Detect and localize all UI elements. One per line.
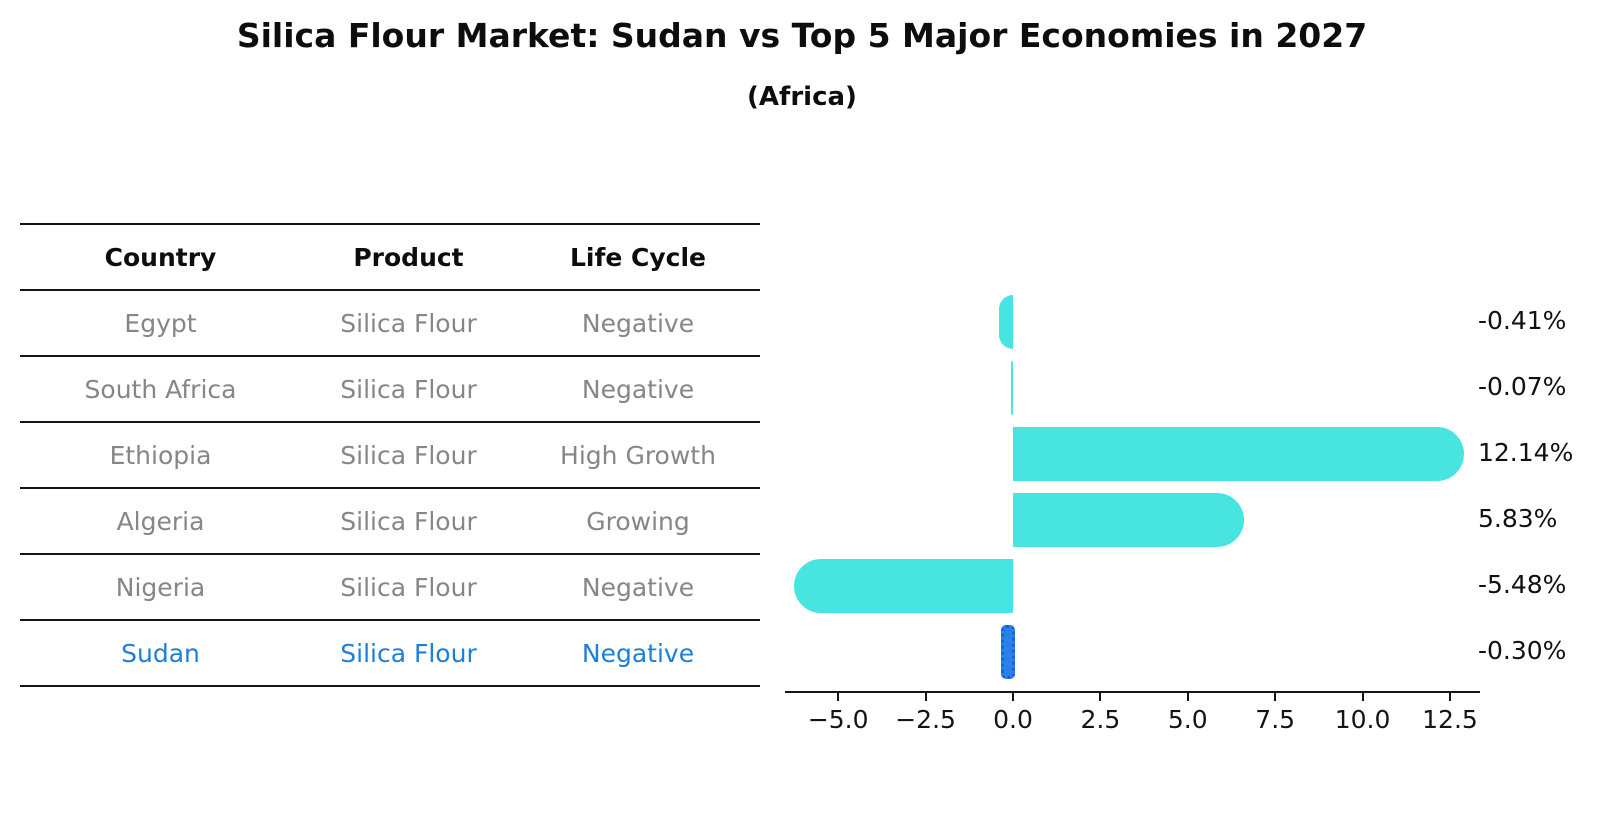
table-cell-country: South Africa: [20, 356, 301, 423]
table-row-sudan: Sudan Silica Flour Negative: [20, 620, 760, 687]
x-axis-tick-label: −2.5: [895, 705, 956, 734]
chart-title: Silica Flour Market: Sudan vs Top 5 Majo…: [236, 16, 1368, 55]
table-header-country: Country: [20, 223, 301, 291]
x-axis-tick: [1361, 693, 1364, 701]
table-row-egypt: Egypt Silica Flour Negative: [20, 290, 760, 357]
x-axis-tick-label: −5.0: [807, 705, 869, 734]
x-axis-tick-label: 0.0: [993, 705, 1033, 734]
table-cell-life-cycle: Growing: [516, 488, 760, 555]
x-axis-tick: [837, 693, 840, 701]
value-label-ethiopia: 12.14%: [1478, 438, 1574, 467]
table-cell-product: Silica Flour: [301, 290, 516, 357]
bar-ethiopia: [1013, 427, 1465, 481]
x-axis-line: [785, 691, 1480, 693]
x-axis-tick-label: 12.5: [1422, 705, 1478, 734]
table-cell-country: Sudan: [20, 620, 301, 687]
value-label-egypt: -0.41%: [1478, 306, 1567, 335]
table-cell-product: Silica Flour: [301, 554, 516, 621]
table-cell-life-cycle: Negative: [516, 620, 760, 687]
table-cell-country: Nigeria: [20, 554, 301, 621]
table-cell-product: Silica Flour: [301, 488, 516, 555]
value-label-south-africa: -0.07%: [1478, 372, 1567, 401]
x-axis-tick: [1186, 693, 1189, 701]
table-row-nigeria: Nigeria Silica Flour Negative: [20, 554, 760, 621]
country-table: Country Product Life Cycle Egypt Silica F…: [20, 223, 760, 687]
x-axis-tick-label: 7.5: [1255, 705, 1296, 734]
table-cell-life-cycle: Negative: [516, 554, 760, 621]
bar-sudan: [1000, 625, 1015, 679]
x-axis-tick-label: 5.0: [1167, 705, 1208, 734]
table-cell-life-cycle: Negative: [516, 356, 760, 423]
x-axis-tick: [1012, 693, 1014, 701]
table-header-life-cycle: Life Cycle: [516, 223, 760, 291]
bar-south-africa: [1010, 361, 1013, 415]
table-cell-country: Ethiopia: [20, 422, 301, 489]
table-row-south-africa: South Africa Silica Flour Negative: [20, 356, 760, 423]
value-label-algeria: 5.83%: [1478, 504, 1558, 533]
value-label-nigeria: -5.48%: [1478, 570, 1567, 599]
table-header-product: Product: [301, 223, 516, 291]
table-cell-life-cycle: Negative: [516, 290, 760, 357]
x-axis-tick: [1449, 693, 1451, 701]
x-axis-tick-label: 2.5: [1080, 705, 1121, 734]
table-header-row: Country Product Life Cycle: [20, 223, 760, 291]
table-cell-product: Silica Flour: [301, 356, 516, 423]
table-cell-product: Silica Flour: [301, 422, 516, 489]
table-cell-country: Algeria: [20, 488, 301, 555]
table-row-ethiopia: Ethiopia Silica Flour High Growth: [20, 422, 760, 489]
table-row-algeria: Algeria Silica Flour Growing: [20, 488, 760, 555]
table-cell-life-cycle: High Growth: [516, 422, 760, 489]
table-cell-country: Egypt: [20, 290, 301, 357]
bar-nigeria: [794, 559, 1013, 613]
x-axis-tick-label: 10.0: [1334, 705, 1391, 734]
bar-egypt: [998, 295, 1013, 349]
table-cell-product: Silica Flour: [301, 620, 516, 687]
x-axis-tick: [924, 693, 927, 701]
value-label-sudan: -0.30%: [1478, 636, 1567, 665]
chart-subtitle: (Africa): [747, 82, 857, 112]
x-axis-tick: [1099, 693, 1102, 701]
x-axis-tick: [1274, 693, 1277, 701]
bar-algeria: [1013, 493, 1244, 547]
